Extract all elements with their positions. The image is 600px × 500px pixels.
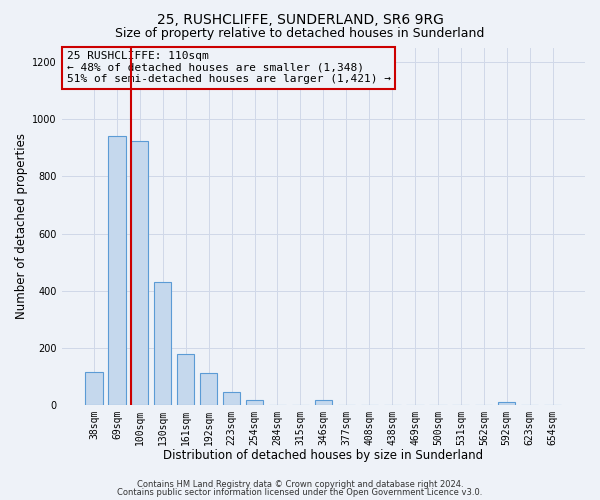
Bar — [154, 282, 172, 405]
Bar — [223, 392, 240, 405]
Text: Size of property relative to detached houses in Sunderland: Size of property relative to detached ho… — [115, 28, 485, 40]
Bar — [246, 400, 263, 405]
Text: Contains HM Land Registry data © Crown copyright and database right 2024.: Contains HM Land Registry data © Crown c… — [137, 480, 463, 489]
Bar — [85, 372, 103, 405]
Text: 25 RUSHCLIFFE: 110sqm
← 48% of detached houses are smaller (1,348)
51% of semi-d: 25 RUSHCLIFFE: 110sqm ← 48% of detached … — [67, 51, 391, 84]
Bar — [131, 140, 148, 405]
Text: Contains public sector information licensed under the Open Government Licence v3: Contains public sector information licen… — [118, 488, 482, 497]
Bar — [109, 136, 125, 405]
Bar — [315, 400, 332, 405]
Bar — [177, 354, 194, 405]
Y-axis label: Number of detached properties: Number of detached properties — [15, 134, 28, 320]
Bar — [498, 402, 515, 405]
Bar — [200, 373, 217, 405]
X-axis label: Distribution of detached houses by size in Sunderland: Distribution of detached houses by size … — [163, 450, 484, 462]
Text: 25, RUSHCLIFFE, SUNDERLAND, SR6 9RG: 25, RUSHCLIFFE, SUNDERLAND, SR6 9RG — [157, 12, 443, 26]
